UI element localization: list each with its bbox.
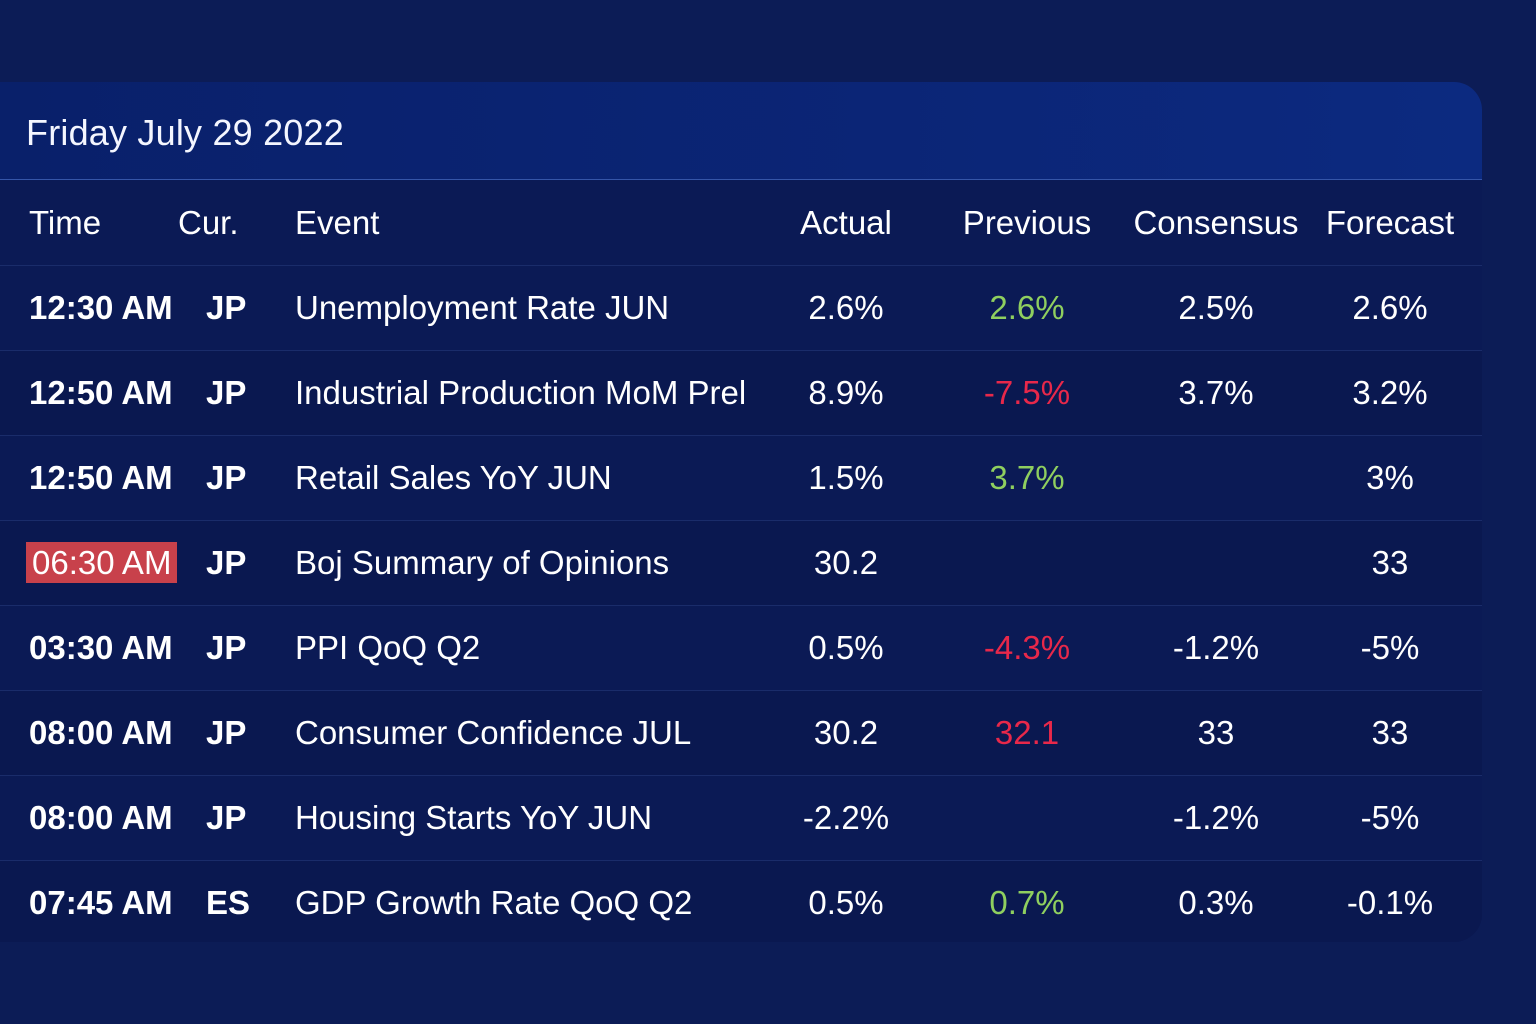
time-cell: 06:30 AM xyxy=(26,542,178,583)
column-header-consensus[interactable]: Consensus xyxy=(1133,203,1299,241)
currency-cell: ES xyxy=(206,884,251,921)
table-row[interactable]: 07:45 AM ES GDP Growth Rate QoQ Q2 0.5% 0.7%… xyxy=(0,861,1482,942)
previous-cell: 3.7% xyxy=(989,459,1065,496)
event-cell: Consumer Confidence JUL xyxy=(295,714,692,751)
consensus-cell: 0.3% xyxy=(1178,884,1254,921)
table-row[interactable]: 03:30 AM JP PPI QoQ Q2 0.5% -4.3% -1.2% -5% xyxy=(0,606,1482,691)
time-cell: 07:45 AM xyxy=(29,884,173,921)
table-header-row: Time Cur. Event Actual Previous Consensu… xyxy=(0,180,1482,266)
actual-cell: 0.5% xyxy=(808,884,884,921)
forecast-cell: 33 xyxy=(1371,544,1409,581)
forecast-cell: 3% xyxy=(1366,459,1414,496)
event-cell: Housing Starts YoY JUN xyxy=(295,799,653,836)
actual-cell: 30.2 xyxy=(813,714,879,751)
column-header-event[interactable]: Event xyxy=(295,203,380,241)
event-cell: Industrial Production MoM Prel xyxy=(295,374,747,411)
previous-cell: 2.6% xyxy=(989,289,1065,326)
column-header-previous[interactable]: Previous xyxy=(962,203,1092,241)
forecast-cell: -5% xyxy=(1360,799,1420,836)
column-header-time[interactable]: Time xyxy=(29,203,102,241)
column-header-currency[interactable]: Cur. xyxy=(178,203,239,241)
event-cell: Retail Sales YoY JUN xyxy=(295,459,612,496)
consensus-cell: 2.5% xyxy=(1178,289,1254,326)
event-cell: PPI QoQ Q2 xyxy=(295,629,481,666)
event-cell: GDP Growth Rate QoQ Q2 xyxy=(295,884,693,921)
consensus-cell: 33 xyxy=(1197,714,1235,751)
column-header-actual[interactable]: Actual xyxy=(800,203,892,241)
time-cell: 12:50 AM xyxy=(29,459,173,496)
highlighted-time-badge: 06:30 AM xyxy=(26,542,178,583)
currency-cell: JP xyxy=(206,289,247,326)
time-cell: 08:00 AM xyxy=(29,714,173,751)
column-header-forecast[interactable]: Forecast xyxy=(1325,203,1455,241)
consensus-cell: -1.2% xyxy=(1172,629,1260,666)
calendar-rows: 12:30 AM JP Unemployment Rate JUN 2.6% 2.6% 2… xyxy=(0,266,1482,942)
time-cell: 12:30 AM xyxy=(29,289,173,326)
currency-cell: JP xyxy=(206,799,247,836)
event-cell: Boj Summary of Opinions xyxy=(295,544,670,581)
currency-cell: JP xyxy=(206,374,247,411)
date-title: Friday July 29 2022 xyxy=(26,112,344,153)
actual-cell: -2.2% xyxy=(802,799,890,836)
table-row[interactable]: 06:30 AM JP Boj Summary of Opinions 30.2 33 xyxy=(0,521,1482,606)
currency-cell: JP xyxy=(206,714,247,751)
forecast-cell: 2.6% xyxy=(1352,289,1428,326)
previous-cell: 0.7% xyxy=(989,884,1065,921)
previous-cell: -4.3% xyxy=(983,629,1071,666)
actual-cell: 2.6% xyxy=(808,289,884,326)
economic-calendar-panel: Friday July 29 2022 Time Cur. Event Actu… xyxy=(0,82,1482,942)
time-cell: 12:50 AM xyxy=(29,374,173,411)
currency-cell: JP xyxy=(206,459,247,496)
currency-cell: JP xyxy=(206,544,247,581)
currency-cell: JP xyxy=(206,629,247,666)
table-row[interactable]: 08:00 AM JP Housing Starts YoY JUN -2.2% -1.… xyxy=(0,776,1482,861)
calendar-date-header: Friday July 29 2022 xyxy=(0,82,1482,180)
table-row[interactable]: 08:00 AM JP Consumer Confidence JUL 30.2 32.… xyxy=(0,691,1482,776)
previous-cell: -7.5% xyxy=(983,374,1071,411)
previous-cell: 32.1 xyxy=(994,714,1060,751)
forecast-cell: 3.2% xyxy=(1352,374,1428,411)
actual-cell: 8.9% xyxy=(808,374,884,411)
forecast-cell: -5% xyxy=(1360,629,1420,666)
time-cell: 03:30 AM xyxy=(29,629,173,666)
actual-cell: 30.2 xyxy=(813,544,879,581)
time-cell: 08:00 AM xyxy=(29,799,173,836)
table-row[interactable]: 12:50 AM JP Retail Sales YoY JUN 1.5% 3.7% 3% xyxy=(0,436,1482,521)
forecast-cell: 33 xyxy=(1371,714,1409,751)
consensus-cell: -1.2% xyxy=(1172,799,1260,836)
consensus-cell: 3.7% xyxy=(1178,374,1254,411)
table-row[interactable]: 12:50 AM JP Industrial Production MoM Prel… xyxy=(0,351,1482,436)
actual-cell: 0.5% xyxy=(808,629,884,666)
forecast-cell: -0.1% xyxy=(1346,884,1434,921)
actual-cell: 1.5% xyxy=(808,459,884,496)
event-cell: Unemployment Rate JUN xyxy=(295,289,670,326)
table-row[interactable]: 12:30 AM JP Unemployment Rate JUN 2.6% 2.6% 2… xyxy=(0,266,1482,351)
